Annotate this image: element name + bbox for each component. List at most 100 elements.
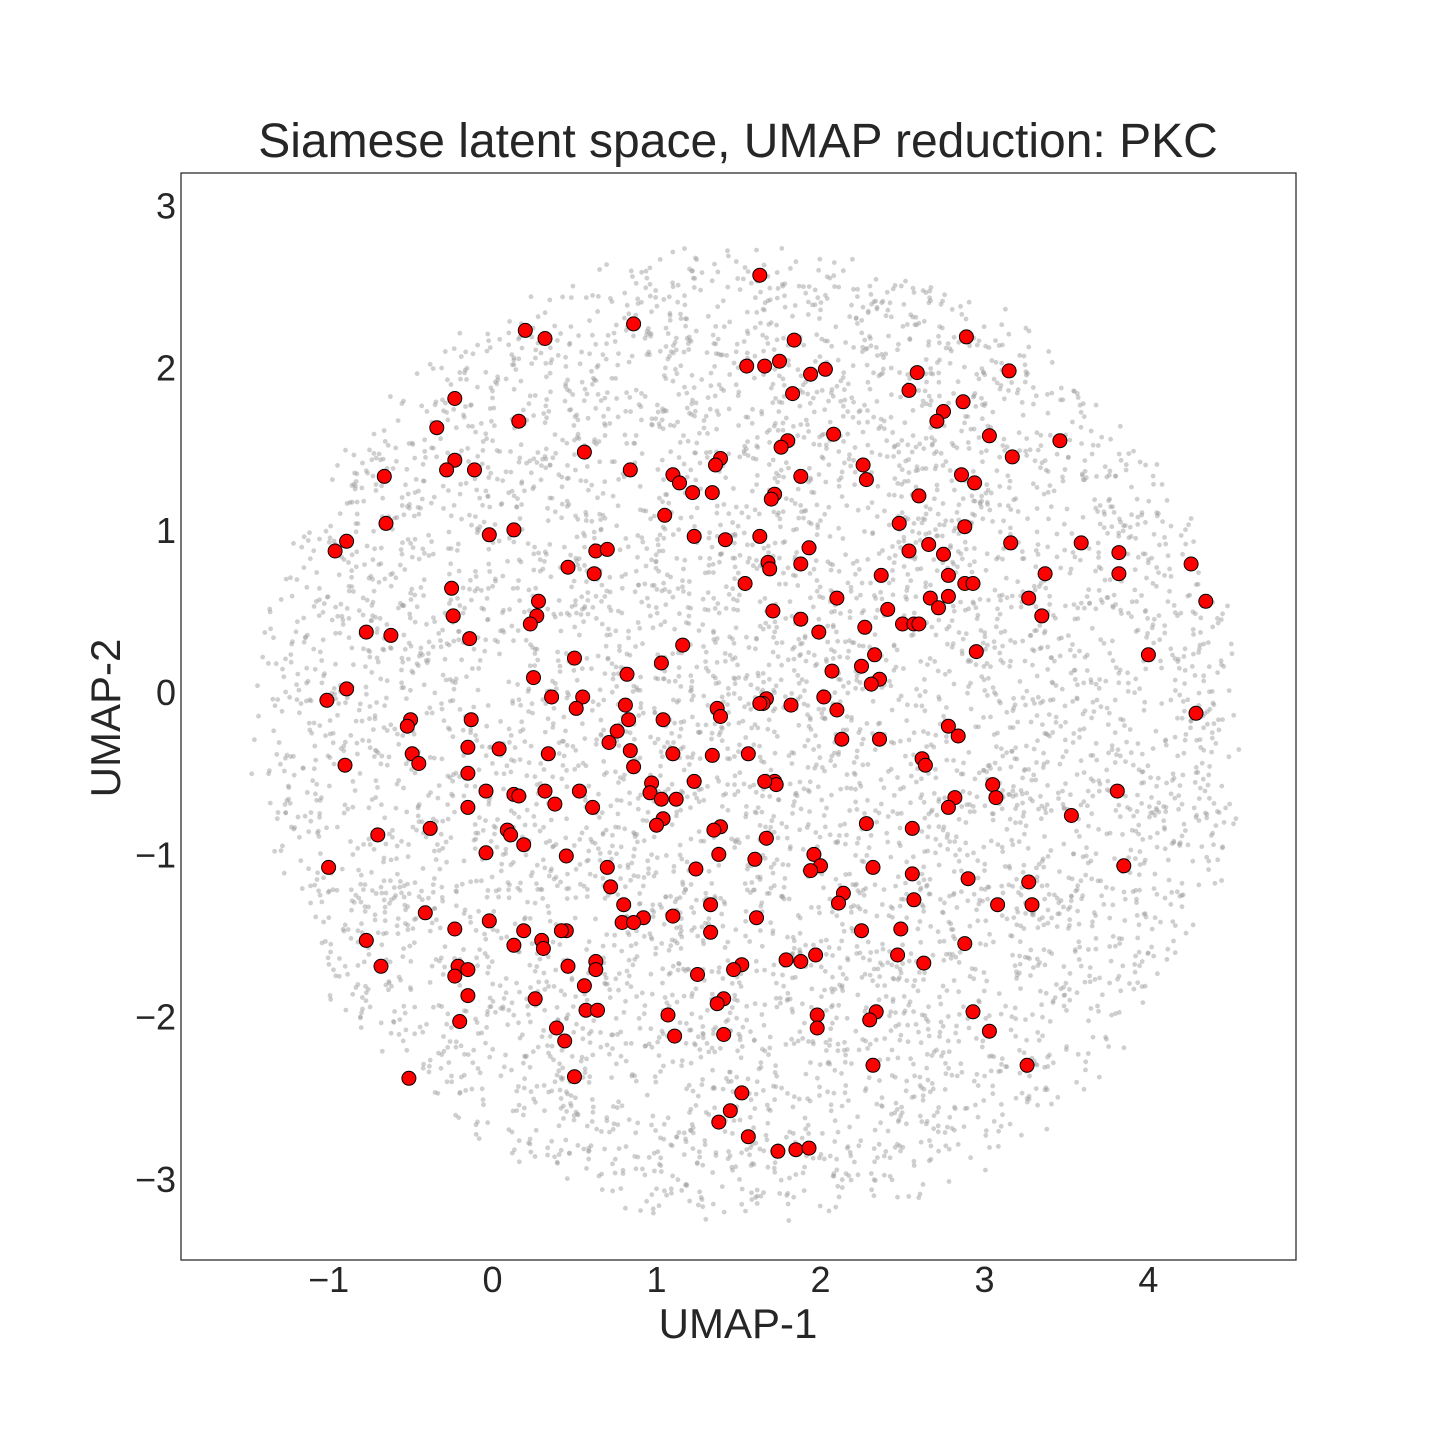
background-point xyxy=(679,1063,684,1069)
background-point xyxy=(1051,488,1057,494)
background-point xyxy=(625,544,631,550)
background-point xyxy=(660,754,665,760)
background-point xyxy=(1135,980,1141,986)
background-point xyxy=(725,807,731,813)
background-point xyxy=(1049,390,1055,396)
background-point xyxy=(931,744,937,750)
background-point xyxy=(1070,550,1076,555)
background-point xyxy=(1131,448,1136,454)
background-point xyxy=(867,283,873,289)
background-point xyxy=(969,493,975,499)
background-point xyxy=(733,504,739,510)
background-point xyxy=(810,604,816,610)
background-point xyxy=(542,987,548,992)
background-point xyxy=(1010,842,1016,848)
background-point xyxy=(667,353,672,359)
background-point xyxy=(360,612,366,618)
background-point xyxy=(1135,792,1140,798)
background-point xyxy=(757,1146,763,1152)
background-point xyxy=(1099,893,1104,899)
background-point xyxy=(848,1153,854,1159)
background-point xyxy=(732,997,737,1002)
background-point xyxy=(849,302,854,308)
background-point xyxy=(894,964,900,969)
background-point xyxy=(1103,885,1109,890)
background-point xyxy=(751,1162,757,1167)
background-point xyxy=(881,887,887,892)
background-point xyxy=(1018,604,1024,610)
background-point xyxy=(674,813,679,819)
background-point xyxy=(1039,645,1044,650)
background-point xyxy=(577,837,583,842)
background-point xyxy=(493,1009,498,1015)
background-point xyxy=(948,955,954,961)
background-point xyxy=(651,1210,656,1216)
background-point xyxy=(630,689,636,694)
background-point xyxy=(1107,915,1113,921)
background-point xyxy=(856,730,862,736)
background-point xyxy=(1025,516,1030,522)
background-point xyxy=(783,616,789,621)
background-point xyxy=(983,1167,988,1173)
background-point xyxy=(959,889,964,895)
background-point xyxy=(340,622,346,627)
background-point xyxy=(605,406,611,412)
background-point xyxy=(693,400,699,406)
background-point xyxy=(732,576,737,582)
background-point xyxy=(595,392,601,397)
background-point xyxy=(847,1124,852,1130)
background-point xyxy=(623,1041,629,1046)
background-point xyxy=(366,904,371,910)
background-point xyxy=(1019,1090,1025,1096)
background-point xyxy=(638,705,644,711)
background-point xyxy=(460,610,466,616)
background-point xyxy=(398,547,404,552)
background-point xyxy=(875,1155,880,1160)
background-point xyxy=(1141,860,1147,866)
background-point xyxy=(911,983,916,989)
background-point xyxy=(873,596,878,601)
background-point xyxy=(1028,633,1034,638)
background-point xyxy=(873,276,879,282)
background-point xyxy=(979,416,985,422)
background-point xyxy=(744,328,750,334)
background-point xyxy=(1189,664,1195,669)
background-point xyxy=(1020,695,1026,701)
background-point xyxy=(556,1152,562,1157)
background-point xyxy=(817,1084,822,1090)
background-point xyxy=(1221,820,1227,825)
background-point xyxy=(1081,414,1087,419)
background-point xyxy=(430,551,436,557)
background-point xyxy=(1182,646,1188,652)
background-point xyxy=(845,1144,851,1149)
background-point xyxy=(468,403,473,408)
background-point xyxy=(862,402,867,408)
background-point xyxy=(1063,603,1068,609)
background-point xyxy=(538,886,544,892)
background-point xyxy=(784,835,790,841)
background-point xyxy=(814,578,820,583)
background-point xyxy=(1029,777,1035,783)
background-point xyxy=(787,1175,792,1181)
background-point xyxy=(873,615,879,620)
background-point xyxy=(1209,749,1214,755)
background-point xyxy=(438,638,443,643)
background-point xyxy=(1028,973,1033,978)
background-point xyxy=(551,705,557,711)
background-point xyxy=(851,640,857,646)
background-point xyxy=(402,646,408,652)
background-point xyxy=(707,406,713,412)
background-point xyxy=(860,1037,866,1042)
background-point xyxy=(453,425,459,431)
background-point xyxy=(1134,896,1139,902)
background-point xyxy=(647,281,653,287)
background-point xyxy=(615,362,621,368)
background-point xyxy=(935,360,940,365)
background-point xyxy=(505,1022,511,1028)
background-point xyxy=(547,370,553,376)
background-point xyxy=(1116,802,1122,808)
background-point xyxy=(992,690,997,695)
background-point xyxy=(604,1042,610,1048)
background-point xyxy=(441,1034,446,1039)
background-point xyxy=(793,573,798,579)
